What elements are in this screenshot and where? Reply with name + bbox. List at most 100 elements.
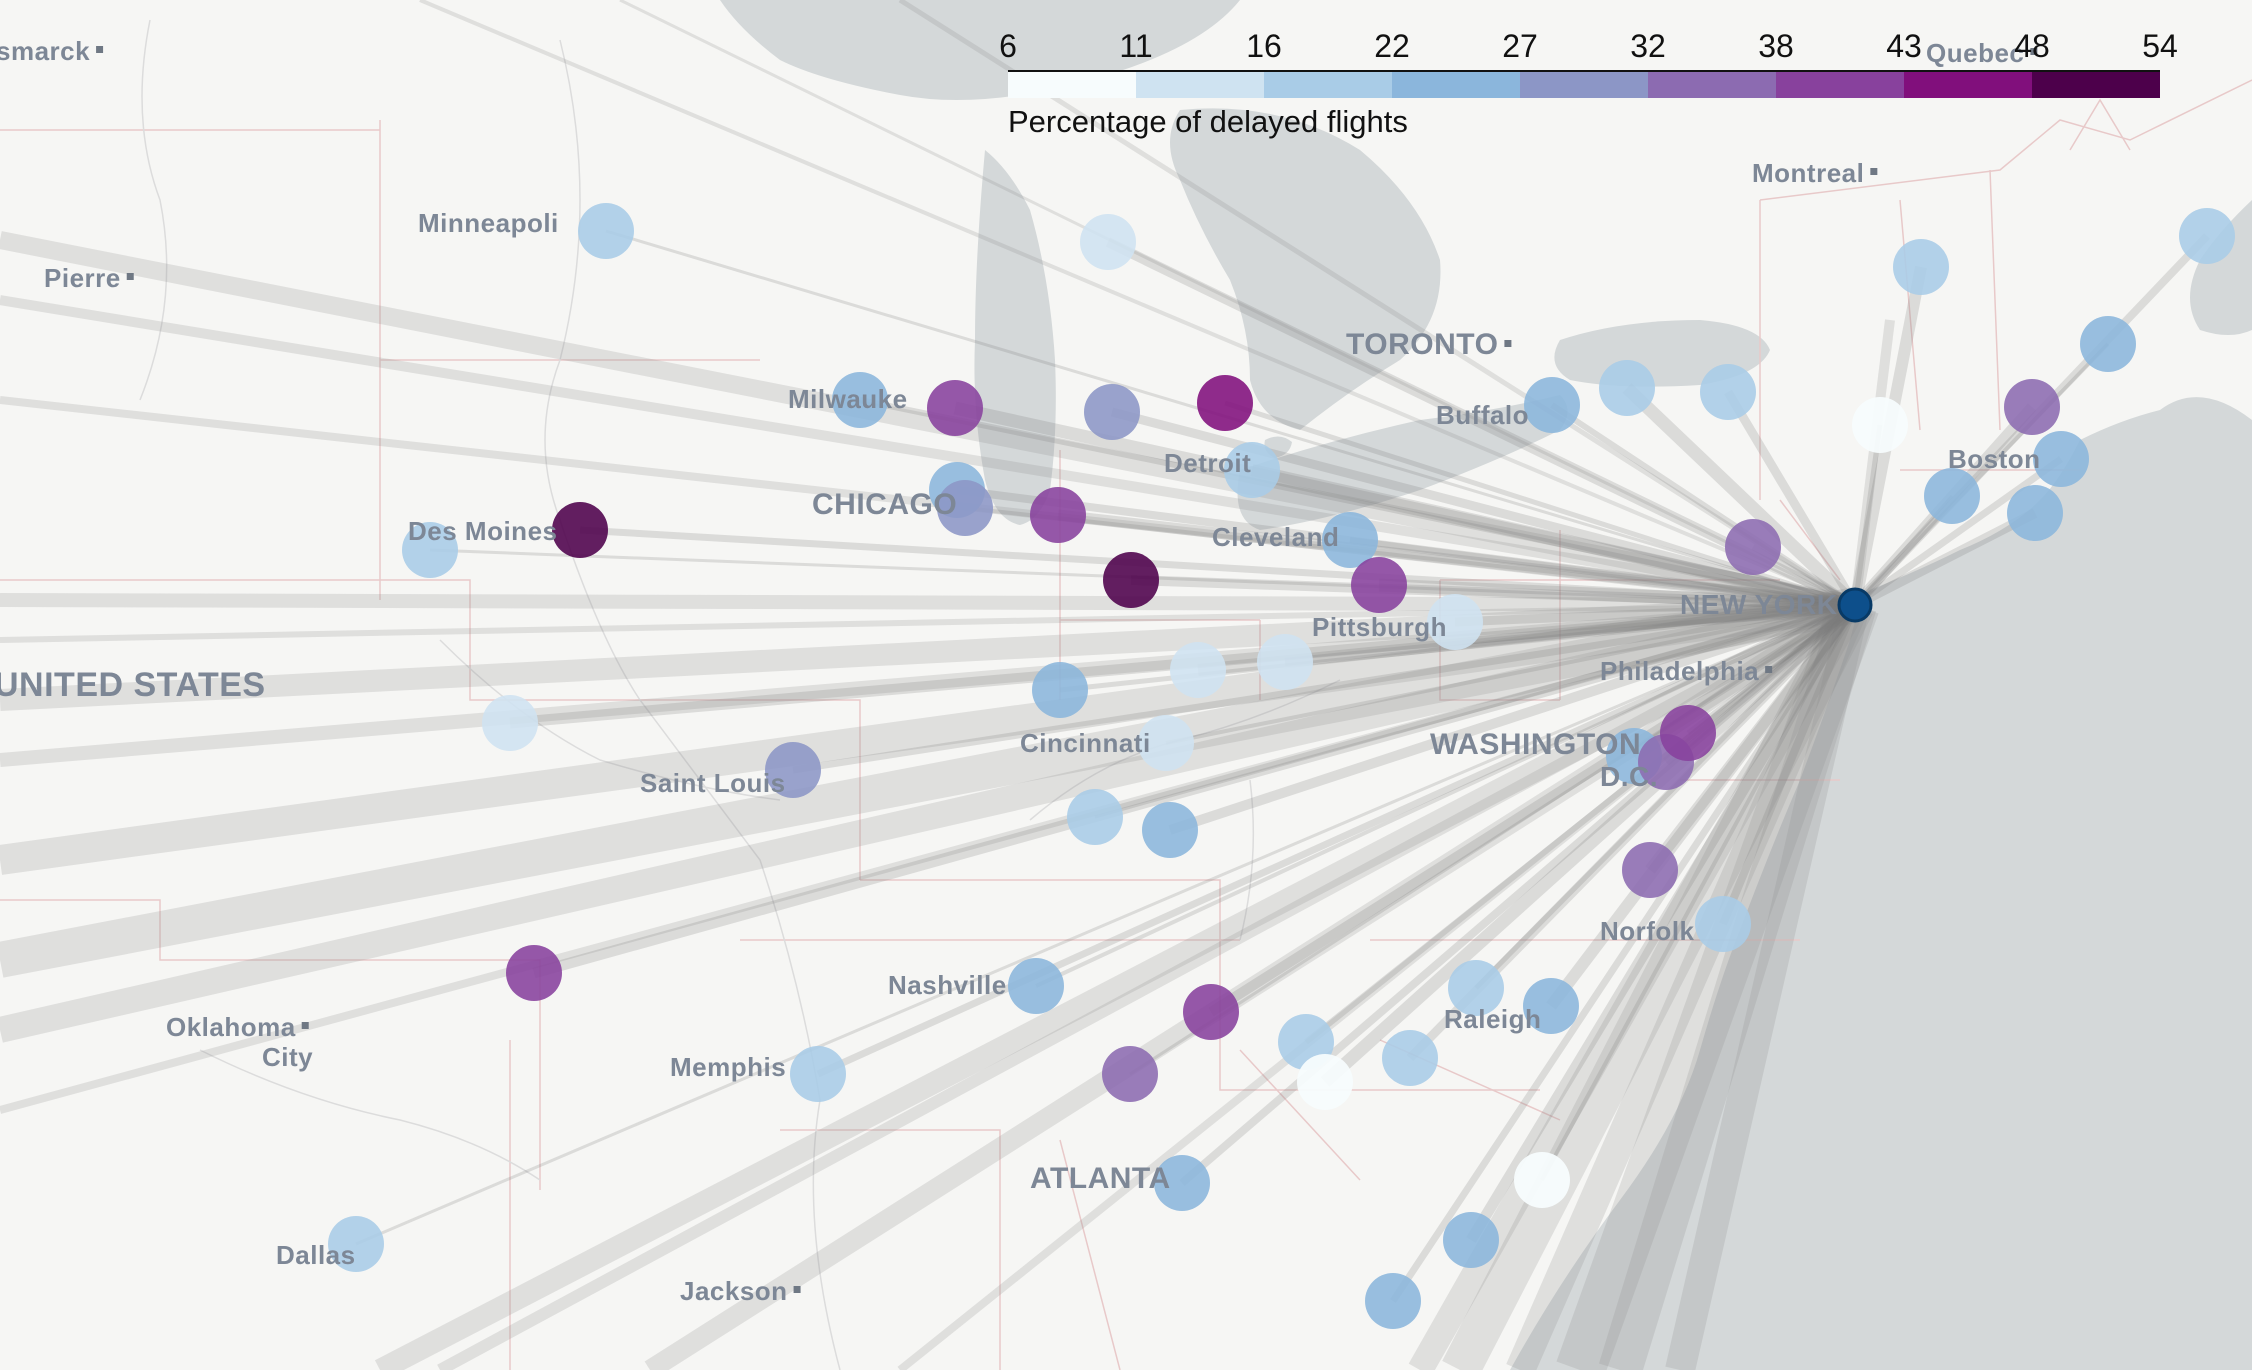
airport-marker[interactable] (1443, 1212, 1499, 1268)
airport-marker[interactable] (1297, 1054, 1353, 1110)
airport-marker[interactable] (1197, 375, 1253, 431)
airport-marker[interactable] (1257, 634, 1313, 690)
state-border (1759, 79, 2252, 201)
airport-marker[interactable] (1224, 442, 1280, 498)
place-label-bismarck: smarck (0, 36, 90, 66)
flight-route-line (1390, 603, 1858, 1303)
airport-marker[interactable] (1660, 705, 1716, 761)
place-label-united-states: UNITED STATES (0, 666, 266, 704)
airport-marker[interactable] (1695, 896, 1751, 952)
airport-marker[interactable] (1084, 384, 1140, 440)
place-label-des-moines: Des Moines (408, 516, 558, 546)
atlantic-ocean (1510, 397, 2252, 1370)
legend-tick: 6 (999, 28, 1017, 64)
airport-marker[interactable] (1523, 978, 1579, 1034)
airport-marker[interactable] (1030, 487, 1086, 543)
flight-route-line (1546, 601, 1860, 1010)
state-border (1779, 499, 1841, 581)
airport-marker[interactable] (765, 742, 821, 798)
airport-marker[interactable] (927, 380, 983, 436)
airport-marker[interactable] (506, 945, 562, 1001)
airport-marker[interactable] (1852, 397, 1908, 453)
flight-route-line (1130, 575, 1856, 610)
state-border (1989, 169, 2001, 431)
legend-tick: 48 (2014, 28, 2050, 64)
flight-route-line (0, 295, 1856, 610)
place-label-chicago: CHICAGO (812, 488, 957, 521)
hub-airport-marker[interactable] (1837, 587, 1873, 623)
place-label-cincinnati: Cincinnati (1020, 728, 1151, 758)
place-label-memphis: Memphis (670, 1052, 786, 1082)
river (439, 639, 781, 801)
airport-marker[interactable] (1032, 662, 1088, 718)
airport-marker[interactable] (402, 522, 458, 578)
airport-marker[interactable] (1514, 1152, 1570, 1208)
airport-marker[interactable] (1524, 377, 1580, 433)
airport-marker[interactable] (1351, 557, 1407, 613)
airport-marker[interactable] (832, 372, 888, 428)
flight-route-line (0, 594, 1856, 711)
color-legend: 6 11 16 22 27 32 38 43 48 54 Percentage of delaye… (999, 28, 2178, 148)
flight-route-line (1852, 508, 2038, 610)
flight-route-line (956, 486, 1856, 609)
airport-marker[interactable] (1080, 214, 1136, 270)
airport-marker[interactable] (1427, 594, 1483, 650)
flight-route-line (1719, 603, 1859, 926)
airport-marker[interactable] (1924, 468, 1980, 524)
place-label-cleveland: Cleveland (1212, 522, 1339, 552)
airport-marker[interactable] (2080, 316, 2136, 372)
airport-marker[interactable] (1103, 552, 1159, 608)
airport-marker[interactable] (1382, 1030, 1438, 1086)
flight-route-line (1852, 424, 1883, 606)
airport-marker[interactable] (482, 695, 538, 751)
flight-route-line (1540, 604, 1857, 1181)
flight-route-line (0, 593, 1856, 612)
place-label-pierre: Pierre (44, 263, 121, 293)
airport-marker[interactable] (790, 1046, 846, 1102)
legend-color-bar (1008, 70, 2160, 98)
airport-marker[interactable] (1102, 1046, 1158, 1102)
airport-marker[interactable] (1893, 239, 1949, 295)
airport-marker[interactable] (1322, 512, 1378, 568)
legend-tick: 54 (2142, 28, 2178, 64)
airport-marker[interactable] (1622, 842, 1678, 898)
airport-marker[interactable] (1067, 789, 1123, 845)
airports (328, 203, 2235, 1329)
airport-marker[interactable] (1138, 715, 1194, 771)
place-label-minneapolis: Minneapoli (418, 208, 559, 238)
airport-marker[interactable] (1700, 364, 1756, 420)
airport-marker[interactable] (2007, 485, 2063, 541)
airport-marker[interactable] (1725, 519, 1781, 575)
airport-marker[interactable] (2004, 379, 2060, 435)
airport-marker[interactable] (1008, 958, 1064, 1014)
flight-route-line (644, 596, 1861, 1370)
legend-tick: 43 (1886, 28, 1922, 64)
lake-superior (720, 0, 1240, 100)
flight-route-line (0, 601, 1857, 1114)
airport-marker[interactable] (937, 480, 993, 536)
legend-swatch (1392, 72, 1520, 98)
airport-marker[interactable] (2033, 431, 2089, 487)
place-label-milwaukee: Milwauke (788, 384, 908, 414)
flight-route-line (816, 601, 1857, 1078)
airport-marker[interactable] (1170, 642, 1226, 698)
legend-tick: 22 (1374, 28, 1410, 64)
airport-marker[interactable] (1142, 802, 1198, 858)
airport-marker[interactable] (552, 502, 608, 558)
airport-marker[interactable] (2179, 208, 2235, 264)
flight-route-line (1057, 509, 1856, 611)
legend-swatch (1520, 72, 1648, 98)
flight-route-line (1094, 603, 1856, 819)
airport-marker[interactable] (328, 1216, 384, 1272)
flight-route-line (1250, 464, 1857, 611)
flight-route-line (1506, 598, 1869, 1370)
airport-marker[interactable] (1599, 360, 1655, 416)
airport-marker[interactable] (1154, 1155, 1210, 1211)
airport-marker[interactable] (1183, 984, 1239, 1040)
flight-route-line (0, 231, 1857, 614)
airport-marker[interactable] (1448, 960, 1504, 1016)
airport-marker[interactable] (1365, 1273, 1421, 1329)
airport-marker[interactable] (578, 203, 634, 259)
